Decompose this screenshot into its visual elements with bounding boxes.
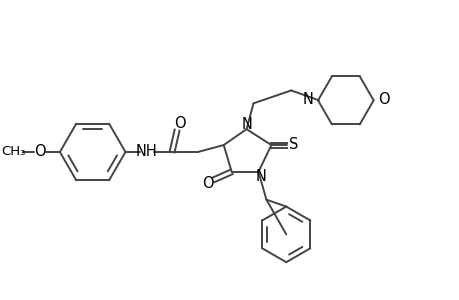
Text: S: S [288, 137, 297, 152]
Text: O: O [202, 176, 213, 191]
Text: O: O [378, 92, 389, 107]
Text: N: N [256, 169, 266, 184]
Text: O: O [34, 144, 46, 159]
Text: CH₃: CH₃ [1, 146, 25, 158]
Text: NH: NH [135, 144, 157, 159]
Text: N: N [241, 117, 252, 132]
Text: O: O [174, 116, 185, 131]
Text: N: N [302, 92, 313, 107]
